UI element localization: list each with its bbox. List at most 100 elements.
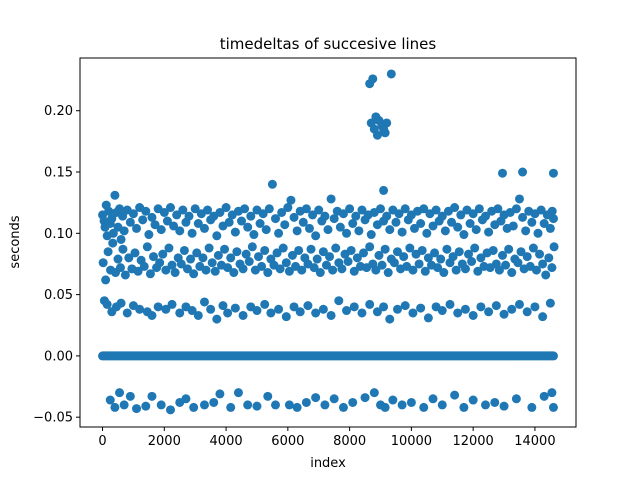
data-point — [318, 247, 328, 257]
data-point — [531, 265, 541, 275]
data-point — [232, 247, 242, 257]
data-point — [535, 249, 545, 259]
data-point — [386, 69, 396, 79]
data-point — [178, 205, 188, 215]
data-point — [186, 254, 196, 264]
data-point — [246, 211, 256, 221]
data-point — [366, 230, 376, 240]
x-tick-label: 4000 — [210, 434, 243, 449]
data-point — [155, 258, 165, 268]
data-point — [176, 259, 186, 269]
data-point — [548, 168, 558, 178]
data-point — [348, 397, 358, 407]
y-axis: −0.05 0.00 0.05 0.10 0.15 0.20 — [33, 104, 80, 426]
data-point — [192, 248, 202, 258]
data-point — [514, 299, 524, 309]
data-point — [289, 212, 299, 222]
data-point — [311, 231, 321, 241]
data-point — [311, 308, 321, 318]
data-point — [304, 223, 314, 233]
data-point — [116, 298, 126, 308]
data-point — [338, 209, 348, 219]
data-point — [323, 225, 333, 235]
data-point — [329, 214, 339, 224]
data-point — [115, 204, 125, 214]
data-point — [428, 394, 438, 404]
x-tick-label: 6000 — [271, 434, 304, 449]
data-point — [247, 242, 257, 252]
data-point — [170, 268, 180, 278]
data-point — [198, 253, 208, 263]
y-tick-label: 0.05 — [44, 288, 73, 303]
data-point — [342, 306, 352, 316]
data-point — [439, 268, 449, 278]
data-point — [156, 225, 166, 235]
data-point — [167, 299, 177, 309]
data-point — [454, 247, 464, 257]
data-point — [209, 397, 219, 407]
data-point — [499, 309, 509, 319]
data-point — [329, 394, 339, 404]
data-point — [392, 247, 402, 257]
data-point — [408, 265, 418, 275]
data-point — [294, 245, 304, 255]
data-point — [266, 308, 276, 318]
data-point — [144, 230, 154, 240]
data-point — [511, 394, 521, 404]
data-point — [467, 257, 477, 266]
data-point — [295, 307, 305, 317]
data-point — [108, 238, 118, 248]
data-point — [278, 243, 288, 253]
data-point — [456, 210, 466, 220]
data-point — [508, 221, 518, 231]
data-point — [161, 304, 171, 314]
data-point — [547, 263, 557, 273]
data-point — [544, 253, 554, 263]
data-point — [258, 209, 268, 219]
data-point — [371, 265, 381, 275]
data-point — [437, 211, 447, 221]
data-point — [528, 243, 538, 253]
data-point — [352, 253, 362, 263]
x-axis-label: index — [310, 456, 346, 471]
data-point — [203, 205, 213, 215]
data-point — [400, 204, 410, 214]
data-point — [538, 259, 548, 269]
data-point — [397, 400, 407, 410]
data-point — [267, 179, 277, 189]
data-point — [548, 214, 558, 224]
x-tick-label: 12000 — [452, 434, 493, 449]
data-point — [365, 242, 375, 252]
data-point — [437, 306, 447, 316]
data-point — [504, 244, 514, 254]
data-point — [238, 264, 248, 274]
data-point — [175, 226, 185, 236]
data-point — [207, 258, 217, 268]
data-point — [230, 227, 240, 237]
data-point — [308, 210, 318, 220]
data-point — [233, 388, 243, 398]
data-point — [321, 260, 331, 270]
data-point — [539, 391, 549, 401]
data-point — [440, 226, 450, 236]
data-point — [394, 209, 404, 219]
x-tick-label: 14000 — [514, 434, 555, 449]
data-point — [417, 245, 427, 255]
data-point — [272, 248, 282, 258]
data-point — [545, 223, 555, 233]
data-point — [132, 404, 142, 414]
data-point — [450, 203, 460, 213]
data-point — [161, 265, 171, 275]
data-point — [206, 304, 216, 314]
data-point — [261, 225, 271, 235]
data-point — [357, 308, 367, 318]
data-point — [241, 249, 251, 259]
data-point — [169, 221, 179, 231]
data-point — [453, 222, 463, 232]
data-point — [271, 400, 280, 410]
data-point — [103, 247, 113, 257]
data-point — [476, 253, 486, 263]
data-point — [274, 304, 284, 314]
data-point — [110, 190, 120, 200]
data-point — [451, 265, 461, 275]
